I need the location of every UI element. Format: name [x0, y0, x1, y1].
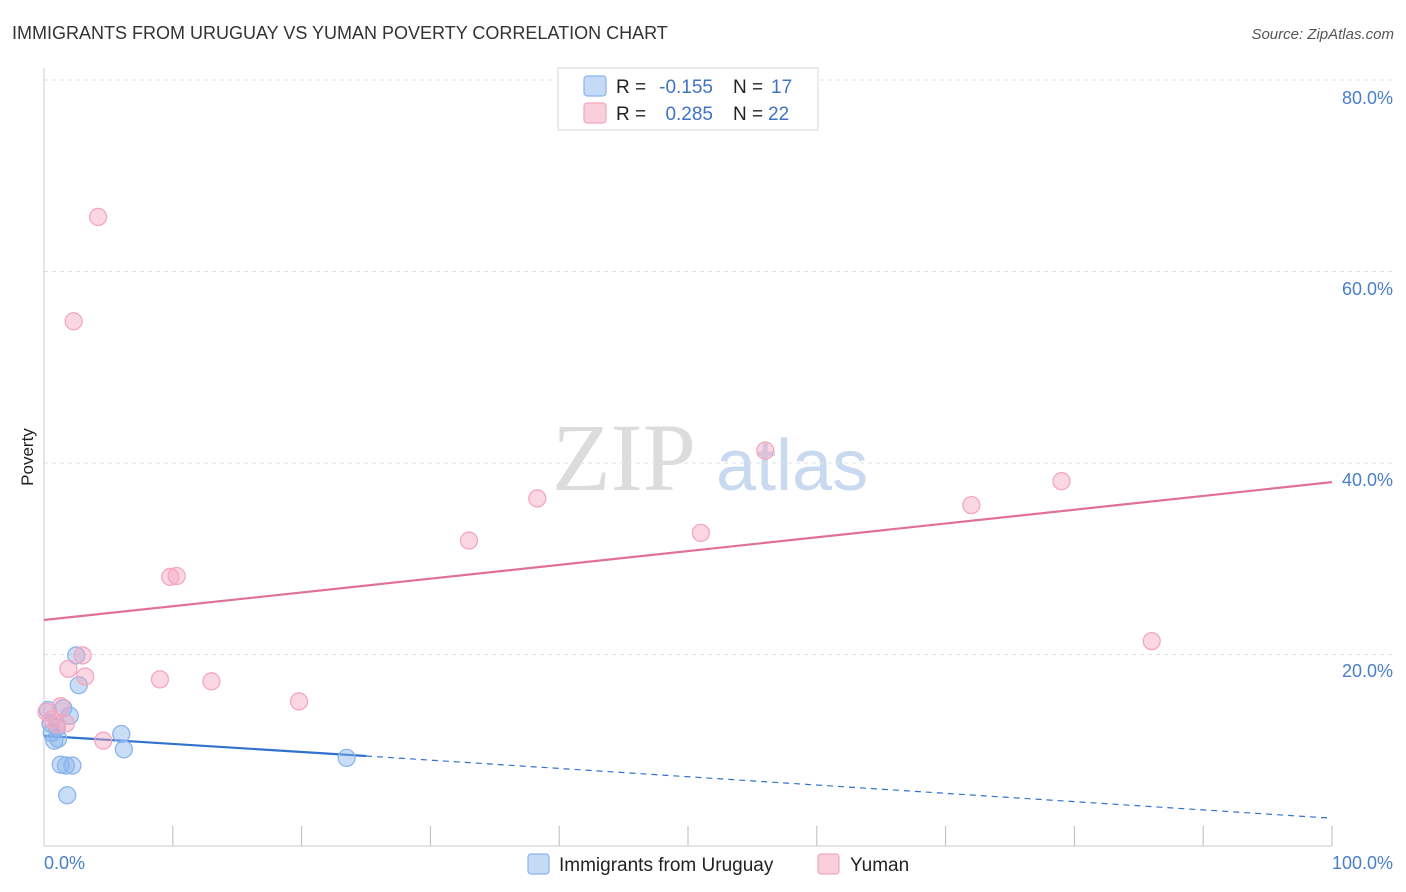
point-yuman-14	[202, 672, 221, 691]
series-legend: Immigrants from Uruguay Yuman	[527, 853, 909, 876]
scatter-points	[37, 207, 1161, 805]
point-yuman-21	[1052, 472, 1071, 491]
chart-source: Source: ZipAtlas.com	[1251, 26, 1394, 43]
zipatlas-watermark: ZIP atlas	[552, 404, 868, 511]
legend-swatch-uruguay	[583, 75, 607, 97]
point-uruguay-15	[114, 740, 134, 759]
legend-r-label-2: R =	[616, 104, 646, 125]
point-yuman-7	[73, 646, 92, 665]
legend-n-value-1: 17	[771, 77, 792, 98]
point-uruguay-9	[58, 786, 77, 805]
y-axis-label: Poverty	[18, 428, 37, 486]
legend-n-label-2: N =	[733, 104, 763, 125]
series-legend-label-yuman: Yuman	[850, 855, 909, 876]
point-yuman-10	[94, 731, 113, 750]
y-axis-tick-labels: 80.0% 60.0% 40.0% 20.0%	[1342, 88, 1393, 681]
legend-n-label-1: N =	[733, 77, 763, 98]
stats-legend: R = -0.155 N = 17 R = 0.285 N = 22	[557, 67, 819, 131]
point-yuman-5	[59, 659, 78, 679]
legend-n-value-2: 22	[768, 104, 789, 125]
x-tick-label-max: 100.0%	[1332, 853, 1393, 873]
series-legend-swatch-uruguay	[527, 853, 550, 875]
point-yuman-6	[64, 312, 83, 331]
x-axis-ticks	[172, 826, 1333, 846]
point-yuman-13	[167, 566, 186, 586]
point-yuman-20	[962, 495, 981, 515]
point-yuman-12	[161, 567, 180, 587]
point-yuman-17	[528, 489, 547, 508]
point-uruguay-14	[112, 724, 131, 744]
point-yuman-4	[56, 714, 76, 733]
legend-r-value-2: 0.285	[665, 104, 713, 125]
y-tick-label-20: 20.0%	[1342, 661, 1393, 681]
trend-lines	[43, 481, 1333, 819]
watermark-zip: ZIP	[552, 404, 696, 511]
trend-line-extension-0	[365, 755, 1333, 819]
point-yuman-19	[756, 441, 775, 460]
trend-line-1	[43, 481, 1333, 622]
point-yuman-15	[289, 692, 309, 711]
series-legend-swatch-yuman	[817, 853, 840, 875]
x-tick-label-min: 0.0%	[44, 853, 85, 873]
point-uruguay-11	[63, 756, 82, 775]
y-tick-label-60: 60.0%	[1342, 279, 1393, 299]
watermark-atlas: atlas	[716, 426, 868, 506]
legend-swatch-yuman	[583, 102, 607, 124]
legend-r-label-1: R =	[616, 77, 646, 98]
point-yuman-9	[88, 207, 108, 227]
point-yuman-11	[150, 670, 170, 689]
legend-r-value-1: -0.155	[659, 77, 713, 98]
y-tick-label-80: 80.0%	[1342, 88, 1393, 108]
point-uruguay-8	[56, 756, 76, 775]
chart-title: IMMIGRANTS FROM URUGUAY VS YUMAN POVERTY…	[12, 23, 668, 43]
point-yuman-16	[459, 531, 479, 550]
point-yuman-3	[51, 697, 70, 716]
point-yuman-22	[1142, 631, 1161, 651]
point-uruguay-12	[67, 646, 86, 665]
point-yuman-18	[691, 523, 711, 543]
point-uruguay-5	[49, 729, 68, 748]
trend-line-0	[43, 734, 367, 758]
point-yuman-8	[76, 667, 95, 686]
y-tick-label-40: 40.0%	[1342, 470, 1393, 490]
series-legend-label-uruguay: Immigrants from Uruguay	[559, 855, 774, 876]
gridlines	[44, 79, 1394, 655]
point-uruguay-16	[337, 748, 356, 768]
